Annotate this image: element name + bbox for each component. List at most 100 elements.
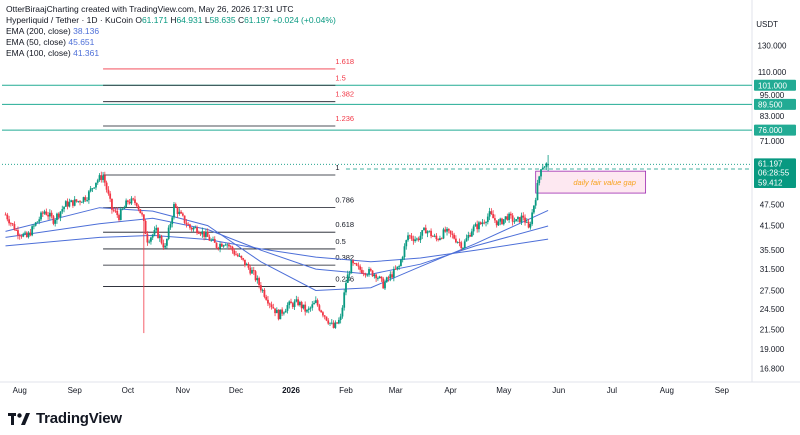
price-tick-label: 16.800 xyxy=(760,364,785,373)
candle-body xyxy=(325,316,328,321)
candle-body xyxy=(187,224,190,226)
candle-body xyxy=(48,212,51,217)
line-price-value: 76.000 xyxy=(758,126,783,135)
candle-body xyxy=(141,213,143,215)
candle-body xyxy=(206,231,209,237)
change-value: +0.024 (+0.04%) xyxy=(272,15,336,25)
candle-body xyxy=(417,238,420,241)
candle-body xyxy=(114,210,117,212)
fib-level-label: 1.618 xyxy=(335,57,354,66)
candle-body xyxy=(96,180,99,183)
candle-body xyxy=(38,219,41,222)
indicator-ema100[interactable]: EMA (100, close) 41.361 xyxy=(6,48,336,59)
candle-body xyxy=(217,247,220,249)
candle-body xyxy=(33,225,35,227)
candle-body xyxy=(261,289,264,291)
candle-body xyxy=(460,242,463,249)
candle-body xyxy=(423,227,425,231)
candle-body xyxy=(286,305,289,311)
candle-body xyxy=(385,277,388,283)
candle-body xyxy=(359,266,362,270)
candle-body xyxy=(247,263,250,268)
time-tick-label: Sep xyxy=(715,386,730,395)
candle-body xyxy=(165,238,168,246)
candle-body xyxy=(119,209,122,220)
candle-body xyxy=(249,267,252,274)
candle-body xyxy=(89,188,92,192)
candle-body xyxy=(171,217,174,225)
candle-body xyxy=(304,304,307,312)
indicator-value: 41.361 xyxy=(73,48,100,58)
candle-body xyxy=(339,316,342,320)
candle-body xyxy=(84,197,87,201)
candle-body xyxy=(431,236,434,237)
candle-body xyxy=(103,175,106,183)
candle-body xyxy=(252,270,255,272)
candle-body xyxy=(144,220,147,234)
indicator-ema200[interactable]: EMA (200, close) 38.136 xyxy=(6,26,336,37)
candle-body xyxy=(412,238,415,242)
candle-body xyxy=(180,211,182,214)
candle-body xyxy=(345,282,347,293)
candle-body xyxy=(29,232,32,236)
line-price-badge xyxy=(754,79,796,91)
candle-body xyxy=(155,227,158,231)
candle-body xyxy=(456,241,459,243)
candle-body xyxy=(474,224,477,227)
candle-body xyxy=(20,235,23,237)
candle-body xyxy=(197,233,200,234)
candle-body xyxy=(139,209,142,214)
candle-body xyxy=(352,260,354,264)
candle-body xyxy=(509,213,512,216)
candle-body xyxy=(313,302,315,305)
candle-body xyxy=(517,217,519,220)
candle-body xyxy=(236,254,239,257)
candle-body xyxy=(158,236,161,239)
price-tick-label: 110.000 xyxy=(758,68,787,77)
indicator-ema50[interactable]: EMA (50, close) 45.651 xyxy=(6,37,336,48)
candle-body xyxy=(490,211,493,215)
candle-body xyxy=(100,175,103,180)
price-tick-label: 27.500 xyxy=(760,287,785,296)
candle-body xyxy=(486,216,489,223)
close-value: 61.197 xyxy=(244,15,271,25)
symbol-name[interactable]: Hyperliquid / Tether · 1D · KuCoin xyxy=(6,15,133,25)
candle-body xyxy=(40,212,42,220)
price-tick-label: 24.500 xyxy=(760,305,785,314)
candle-body xyxy=(343,292,346,308)
candle-body xyxy=(545,163,548,167)
candle-body xyxy=(415,238,418,240)
candle-body xyxy=(462,247,464,249)
candle-body xyxy=(307,308,310,310)
candle-body xyxy=(4,214,7,216)
candle-body xyxy=(472,226,475,232)
candle-body xyxy=(504,216,507,220)
candle-body xyxy=(368,269,370,275)
indicator-value: 38.136 xyxy=(73,26,100,36)
time-tick-label: Aug xyxy=(13,386,27,395)
candle-body xyxy=(511,215,514,222)
candle-body xyxy=(61,209,64,212)
candle-body xyxy=(447,228,450,231)
candle-body xyxy=(240,255,243,259)
candle-body xyxy=(50,212,53,217)
candle-body xyxy=(361,269,363,274)
price-tick-label: 130.000 xyxy=(758,41,787,50)
candle-body xyxy=(80,201,83,203)
candle-body xyxy=(174,204,177,208)
candle-body xyxy=(492,214,495,219)
candle-body xyxy=(201,231,204,235)
fib-level-label: 1.5 xyxy=(335,73,345,82)
candle-body xyxy=(34,222,37,226)
candle-body xyxy=(316,300,319,306)
candle-body xyxy=(291,303,294,307)
price-tick-label: 47.500 xyxy=(760,200,785,209)
candle-body xyxy=(79,201,81,203)
candle-body xyxy=(215,242,218,248)
candle-body xyxy=(440,238,443,240)
candle-body xyxy=(515,219,518,222)
candle-body xyxy=(394,268,397,270)
candle-body xyxy=(376,278,379,279)
candle-body xyxy=(479,222,482,225)
